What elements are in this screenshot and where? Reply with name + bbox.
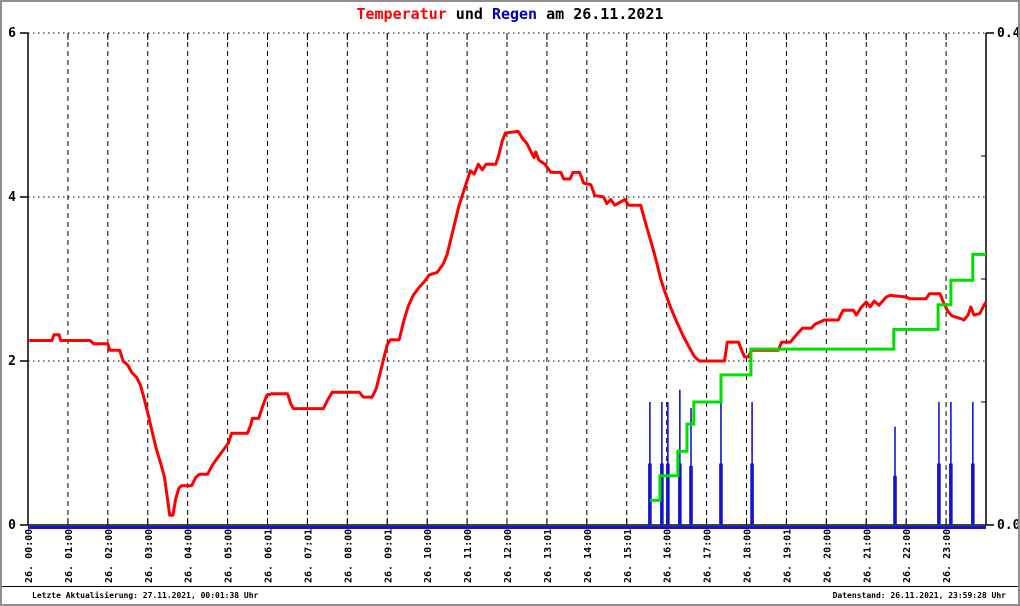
x-tick-label: 26. 02:00 — [104, 529, 115, 583]
x-tick-label: 26. 08:00 — [343, 529, 354, 583]
x-tick-label: 26. 11:00 — [463, 529, 474, 583]
x-tick-label: 26. 09:01 — [383, 529, 394, 583]
y-left-tick-label: 6 — [8, 26, 16, 41]
x-tick-label: 26. 21:00 — [862, 529, 873, 583]
x-tick-label: 26. 18:00 — [743, 529, 754, 583]
rain-bar — [751, 402, 753, 525]
x-tick-label: 26. 19:01 — [782, 529, 793, 583]
rain-sum-line — [649, 252, 986, 502]
rain-bar — [894, 426, 896, 525]
x-tick-label: 26. 22:00 — [902, 529, 913, 583]
footer-bar: Letzte Aktualisierung: 27.11.2021, 00:01… — [2, 586, 1018, 604]
rain-bar — [950, 402, 952, 525]
data-timestamp-text: Datenstand: 26.11.2021, 23:59:28 Uhr — [832, 591, 1006, 600]
y-right-tick-label: 0.4 — [997, 26, 1018, 41]
rain-bar — [649, 402, 651, 525]
x-tick-label: 26. 13:01 — [543, 529, 554, 583]
temperature-line — [29, 129, 988, 517]
rain-bar — [667, 402, 669, 525]
x-tick-label: 26. 15:01 — [623, 529, 634, 583]
chart-title: Temperatur und Regen am 26.11.2021 — [2, 5, 1018, 23]
chart-title-und: und — [446, 5, 492, 23]
rain-bar — [938, 402, 940, 525]
x-tick-label: 26. 10:00 — [423, 529, 434, 583]
x-tick-label: 26. 06:01 — [264, 529, 275, 583]
rain-bar — [679, 389, 681, 525]
x-tick-label: 26. 17:00 — [703, 529, 714, 583]
rain-bar — [972, 402, 974, 525]
x-tick-label: 26. 04:00 — [184, 529, 195, 583]
last-update-text: Letzte Aktualisierung: 27.11.2021, 00:01… — [32, 591, 259, 600]
rain-bar — [690, 408, 692, 525]
chart-title-date: am 26.11.2021 — [537, 5, 664, 23]
chart-title-regen: Regen — [491, 5, 538, 23]
y-left-tick-label: 4 — [8, 190, 16, 205]
x-tick-label: 26. 23:00 — [942, 529, 953, 583]
x-tick-label: 26. 05:00 — [224, 529, 235, 583]
y-left-tick-label: 2 — [8, 354, 16, 369]
x-tick-label: 26. 03:00 — [144, 529, 155, 583]
rain-bar — [720, 402, 722, 525]
x-tick-label: 26. 14:00 — [583, 529, 594, 583]
x-tick-label: 26. 20:00 — [822, 529, 833, 583]
x-tick-label: 26. 16:00 — [663, 529, 674, 583]
x-tick-label: 26. 07:01 — [303, 529, 314, 583]
y-right-tick-label: 0.0 — [997, 518, 1018, 533]
chart-title-temperatur: Temperatur — [356, 5, 447, 23]
x-tick-label: 26. 00:00 — [24, 529, 35, 583]
rain-bar — [661, 402, 663, 525]
x-tick-label: 26. 01:00 — [64, 529, 75, 583]
chart-canvas: 0 2 4 6 0.0 0.4 26. 00:00 26. 01:00 26. 02:00 26.… — [8, 26, 1018, 583]
x-tick-label: 26. 12:00 — [503, 529, 514, 583]
y-left-tick-label: 0 — [8, 518, 16, 533]
